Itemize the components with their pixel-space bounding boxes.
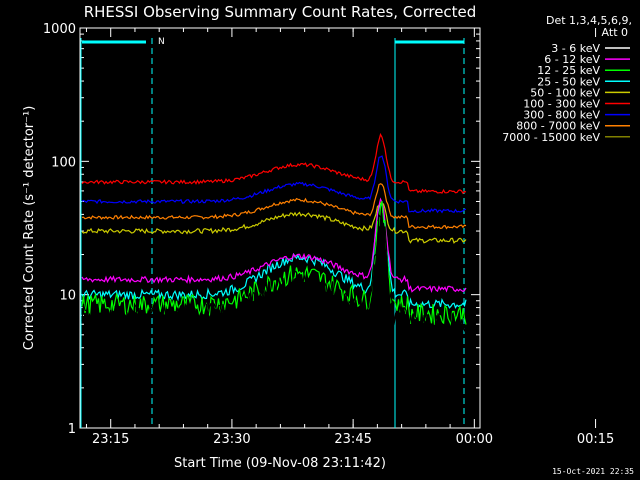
x-tick-label: 00:15 [577,432,614,447]
y-tick-label: 1000 [43,22,76,37]
legend-label: 800 - 7000 keV [516,120,600,133]
plot-area: 110100100023:1523:3023:4500:0000:1500:30… [43,22,614,447]
y-tick-label: 1 [68,422,76,437]
legend-label: 100 - 300 keV [523,98,600,111]
legend-subheader: Att 0 [602,26,628,39]
x-tick-label: 23:30 [213,432,250,447]
x-axis-label: Start Time (09-Nov-08 23:11:42) [174,456,386,471]
legend-label: 25 - 50 keV [537,75,600,88]
series-line [81,183,467,230]
legend-label: 300 - 800 keV [523,109,600,122]
footer-timestamp: 15-Oct-2021 22:35 [552,467,634,476]
legend-label: 3 - 6 keV [551,42,600,55]
y-tick-label: 100 [51,155,76,170]
night-label: N [158,37,165,47]
series-line [81,212,467,339]
legend-label: 12 - 25 keV [537,64,600,77]
series-line [81,155,467,214]
x-tick-label: 00:00 [456,432,493,447]
x-tick-label: 23:45 [334,432,371,447]
series-line [81,202,467,244]
legend-label: 6 - 12 keV [544,53,600,66]
y-tick-label: 10 [59,289,76,304]
series-line [81,197,467,293]
series-line [81,204,467,310]
legend-label: 7000 - 15000 keV [502,131,600,144]
legend-label: 50 - 100 keV [530,86,600,99]
y-axis-label: Corrected Count Rate (s⁻¹ detector⁻¹) [22,106,37,351]
legend-header: Det 1,3,4,5,6,9, [546,14,632,27]
chart-title: RHESSI Observing Summary Count Rates, Co… [84,3,477,21]
x-tick-label: 23:15 [92,432,129,447]
series-line [81,132,467,195]
series-line [81,201,467,328]
